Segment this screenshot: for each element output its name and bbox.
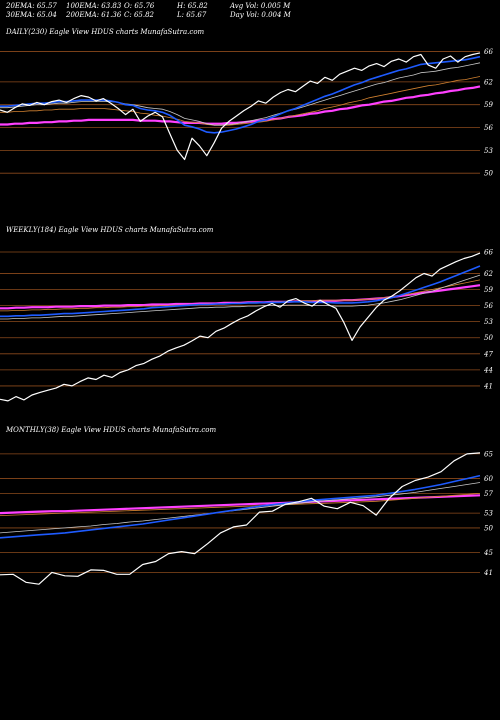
- y-tick-label: 53: [484, 318, 493, 326]
- stat-ema200: 200EMA: 61.36: [66, 11, 122, 19]
- weekly-chart-title: WEEKLY(184) Eagle View HDUS charts Munaf…: [6, 226, 214, 234]
- stat-open: O: 65.76: [124, 2, 155, 10]
- daily-chart: 66 62 59 56 53 50: [0, 48, 493, 178]
- weekly-chart: 66 62 59 56 53 50 47 44 41: [0, 249, 493, 402]
- y-tick-label: 47: [483, 350, 493, 358]
- y-tick-label: 45: [483, 549, 493, 557]
- series-line-price: [0, 252, 481, 402]
- stat-low: L: 65.67: [177, 11, 207, 19]
- y-tick-label: 41: [483, 382, 493, 390]
- monthly-chart-title: MONTHLY(38) Eagle View HDUS charts Munaf…: [6, 426, 217, 434]
- y-tick-label: 56: [484, 302, 493, 310]
- stat-avg-vol: Avg Vol: 0.005 M: [230, 2, 291, 10]
- y-tick-label: 66: [484, 249, 493, 257]
- y-tick-label: 59: [484, 286, 493, 294]
- daily-chart-panel: DAILY(230) Eagle View HDUS charts Munafa…: [0, 24, 500, 200]
- monthly-chart: 65 60 57 53 50 45 41: [0, 450, 493, 585]
- series-line-ema20: [0, 474, 481, 539]
- series-line-ema200: [0, 85, 481, 126]
- stats-row-2: 30EMA: 65.04 200EMA: 61.36 C: 65.82 L: 65.6…: [6, 11, 291, 20]
- series-line-price: [0, 452, 481, 585]
- monthly-chart-panel: MONTHLY(38) Eagle View HDUS charts Munaf…: [0, 422, 500, 606]
- stat-ema30: 30EMA: 65.04: [6, 11, 57, 19]
- series-line-ema30: [0, 62, 481, 126]
- y-tick-label: 50: [484, 170, 493, 178]
- y-tick-label: 53: [484, 510, 493, 518]
- y-tick-label: 62: [484, 270, 493, 278]
- y-tick-label: 50: [484, 524, 493, 532]
- daily-chart-title: DAILY(230) Eagle View HDUS charts Munafa…: [6, 28, 205, 36]
- series-line-price: [0, 52, 481, 161]
- y-tick-label: 50: [484, 334, 493, 342]
- series-line-ema30: [0, 274, 481, 320]
- series-line-ema200: [0, 284, 481, 310]
- y-tick-label: 56: [484, 124, 493, 132]
- y-tick-label: 41: [483, 569, 493, 577]
- stat-high: H: 65.82: [177, 2, 208, 10]
- stats-row-1: 20EMA: 65.57 100EMA: 63.83 O: 65.76 H: 65.8…: [6, 2, 291, 11]
- y-tick-label: 62: [484, 78, 493, 86]
- series-line-ema100: [0, 493, 481, 516]
- stat-ema100: 100EMA: 63.83: [66, 2, 122, 10]
- stat-close: C: 65.82: [124, 11, 154, 19]
- stat-day-vol: Day Vol: 0.004 M: [230, 11, 291, 19]
- series-line-ema100: [0, 76, 481, 126]
- y-tick-label: 65: [484, 450, 493, 458]
- stats-header: 20EMA: 65.57 100EMA: 63.83 O: 65.76 H: 65.8…: [6, 2, 291, 20]
- y-tick-label: 59: [484, 101, 493, 109]
- weekly-chart-panel: WEEKLY(184) Eagle View HDUS charts Munaf…: [0, 222, 500, 406]
- y-tick-label: 53: [484, 147, 493, 155]
- series-line-ema20: [0, 55, 481, 134]
- stat-ema20: 20EMA: 65.57: [6, 2, 57, 10]
- series-line-ema20: [0, 265, 481, 318]
- y-tick-label: 60: [484, 475, 493, 483]
- series-line-ema200: [0, 494, 481, 515]
- y-tick-label: 66: [484, 48, 493, 56]
- y-tick-label: 44: [483, 366, 493, 374]
- y-tick-label: 57: [484, 490, 493, 498]
